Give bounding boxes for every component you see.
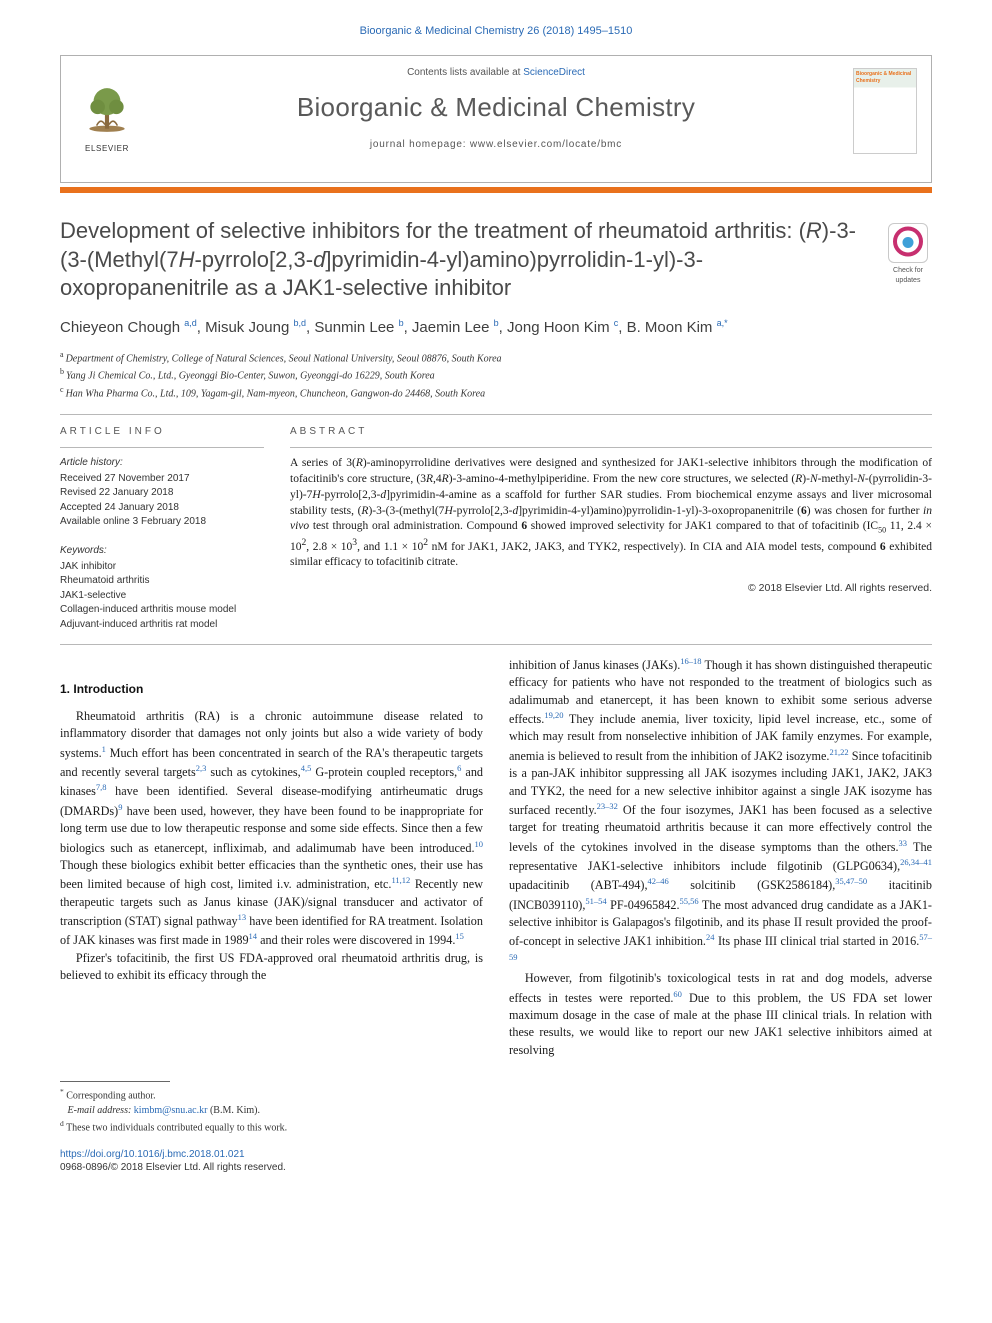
journal-name: Bioorganic & Medicinal Chemistry (75, 90, 917, 126)
history-line: Received 27 November 2017 (60, 472, 264, 487)
abstract-column: ABSTRACT A series of 3(R)-aminopyrrolidi… (290, 425, 932, 632)
abstract-heading: ABSTRACT (290, 425, 932, 439)
cover-caption: Bioorganic & Medicinal Chemistry (856, 71, 914, 85)
divider (60, 644, 932, 645)
elsevier-tree-icon (81, 84, 133, 136)
sciencedirect-link[interactable]: ScienceDirect (523, 67, 585, 78)
keyword-line: Collagen-induced arthritis mouse model (60, 603, 264, 618)
elsevier-logo: ELSEVIER (75, 84, 139, 154)
keywords-label: Keywords: (60, 544, 264, 558)
body-paragraph: inhibition of Janus kinases (JAKs).16–18… (509, 655, 932, 970)
body-paragraph: Rheumatoid arthritis (RA) is a chronic a… (60, 708, 483, 950)
article-info-column: ARTICLE INFO Article history: Received 2… (60, 425, 264, 632)
homepage-url[interactable]: www.elsevier.com/locate/bmc (470, 139, 622, 150)
history-line: Revised 22 January 2018 (60, 486, 264, 501)
footnote-block: * Corresponding author. E-mail address: … (60, 1081, 932, 1175)
journal-header-box: ELSEVIER Bioorganic & Medicinal Chemistr… (60, 55, 932, 183)
contents-prefix: Contents lists available at (407, 67, 523, 78)
affiliations-block: aDepartment of Chemistry, College of Nat… (60, 349, 932, 402)
equal-contribution-footnote: d These two individuals contributed equa… (60, 1118, 932, 1135)
affiliation-line: aDepartment of Chemistry, College of Nat… (60, 349, 932, 367)
article-meta-row: ARTICLE INFO Article history: Received 2… (60, 425, 932, 632)
journal-cover-thumbnail: Bioorganic & Medicinal Chemistry (853, 68, 917, 154)
affiliation-line: cHan Wha Pharma Co., Ltd., 109, Yagam-gi… (60, 384, 932, 402)
check-updates-label: Check for updates (884, 266, 932, 285)
history-line: Available online 3 February 2018 (60, 515, 264, 530)
elsevier-wordmark: ELSEVIER (75, 143, 139, 154)
body-two-column: 1. Introduction Rheumatoid arthritis (RA… (60, 655, 932, 1059)
email-footnote: E-mail address: kimbm@snu.ac.kr (B.M. Ki… (60, 1103, 932, 1118)
author-list: Chieyeon Chough a,d, Misuk Joung b,d, Su… (60, 317, 932, 339)
check-for-updates-badge[interactable]: Check for updates (884, 223, 932, 285)
affiliation-line: bYang Ji Chemical Co., Ltd., Gyeonggi Bi… (60, 366, 932, 384)
abstract-copyright: © 2018 Elsevier Ltd. All rights reserved… (290, 581, 932, 595)
body-paragraph: However, from filgotinib's toxicological… (509, 970, 932, 1059)
article-title: Development of selective inhibitors for … (60, 217, 862, 303)
article-history-label: Article history: (60, 456, 264, 470)
body-paragraph: Pfizer's tofacitinib, the first US FDA-a… (60, 950, 483, 985)
corresponding-email[interactable]: kimbm@snu.ac.kr (134, 1105, 208, 1116)
section-heading-introduction: 1. Introduction (60, 681, 483, 698)
history-line: Accepted 24 January 2018 (60, 501, 264, 516)
keyword-line: Rheumatoid arthritis (60, 574, 264, 589)
corresponding-author-footnote: * Corresponding author. (60, 1086, 932, 1103)
page-reference: Bioorganic & Medicinal Chemistry 26 (201… (60, 24, 932, 39)
keyword-line: Adjuvant-induced arthritis rat model (60, 618, 264, 633)
abstract-text: A series of 3(R)-aminopyrrolidine deriva… (290, 456, 932, 571)
article-info-heading: ARTICLE INFO (60, 425, 264, 439)
keyword-line: JAK1-selective (60, 589, 264, 604)
divider (60, 414, 932, 415)
doi-link[interactable]: https://doi.org/10.1016/j.bmc.2018.01.02… (60, 1148, 932, 1162)
journal-homepage-line: journal homepage: www.elsevier.com/locat… (75, 138, 917, 152)
accent-bar (60, 187, 932, 193)
contents-lists-line: Contents lists available at ScienceDirec… (75, 66, 917, 80)
issn-copyright-line: 0968-0896/© 2018 Elsevier Ltd. All right… (60, 1161, 932, 1175)
footnote-rule (60, 1081, 170, 1082)
homepage-prefix: journal homepage: (370, 139, 470, 150)
keyword-line: JAK inhibitor (60, 560, 264, 575)
